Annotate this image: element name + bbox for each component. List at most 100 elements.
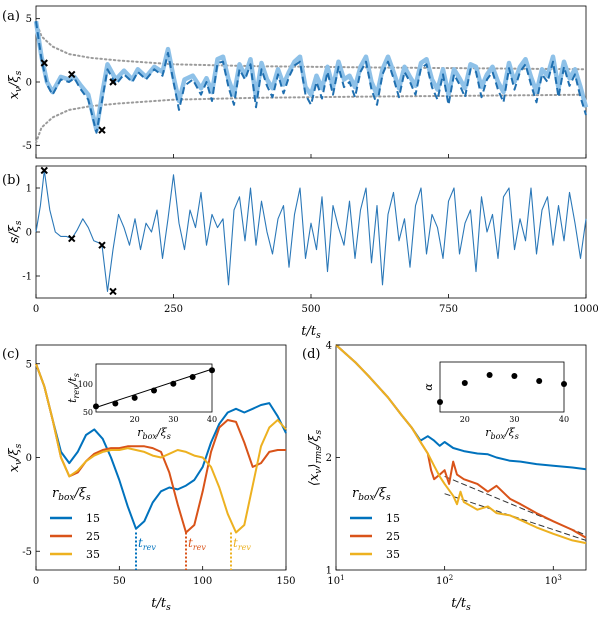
panel-d-label: (d) bbox=[302, 347, 320, 362]
panel-d-plot bbox=[335, 344, 587, 545]
inset-ytick-50: 50 bbox=[83, 408, 93, 417]
legend-label-35: 35 bbox=[386, 548, 400, 561]
inset-xtick-40: 40 bbox=[559, 415, 569, 424]
inset-point-3 bbox=[151, 387, 157, 394]
t-rev-label-35: trev bbox=[233, 536, 251, 552]
inset-point-5 bbox=[561, 381, 567, 387]
inset-xtick-30: 30 bbox=[509, 415, 519, 424]
series-thick-solid bbox=[33, 20, 589, 133]
panel-c-legend-title: rbox/ξs bbox=[52, 486, 91, 503]
panel-d-legend: rbox/ξs 15 25 35 bbox=[350, 486, 400, 561]
panel-a-y-label-5: 5 bbox=[26, 14, 32, 25]
panel-a-marker-1 bbox=[68, 70, 76, 79]
panel-b-yticks: -1 0 1 bbox=[22, 184, 40, 283]
inset-point-4 bbox=[170, 380, 177, 387]
panel-c-x-label-50: 50 bbox=[113, 576, 126, 587]
inset-point-0 bbox=[437, 399, 443, 405]
panel-c-legend: rbox/ξs 15 25 35 bbox=[50, 486, 100, 561]
panel-a-marker-2 bbox=[98, 126, 106, 134]
series-s bbox=[35, 169, 587, 292]
panel-b-y-label-1: 1 bbox=[26, 184, 32, 195]
legend-label-25: 25 bbox=[86, 530, 100, 543]
envelope-upper bbox=[35, 20, 587, 71]
panel-c-xlabel: t/ts bbox=[151, 596, 171, 613]
legend-label-25: 25 bbox=[386, 530, 400, 543]
panel-b-ylabel: s/ξs bbox=[7, 220, 24, 243]
panel-d-yticks: 1 2 4 bbox=[326, 341, 340, 577]
series-35 bbox=[35, 363, 287, 534]
inset-point-0 bbox=[93, 403, 99, 410]
panel-d-x-label-10: 101 bbox=[327, 574, 344, 587]
panel-c-ylabel: xv/ξs bbox=[7, 443, 24, 472]
panel-d-inset-ylabel: α bbox=[422, 383, 435, 391]
inset-ytick-100: 100 bbox=[78, 380, 93, 389]
inset-xtick-20: 20 bbox=[460, 415, 470, 424]
panel-b-marker-3 bbox=[109, 287, 117, 296]
panel-c-y-label-5: 5 bbox=[26, 359, 32, 370]
panel-a-marker-0 bbox=[40, 59, 48, 67]
panel-a-yticks: -5 0 5 bbox=[22, 14, 587, 158]
panel-d-inset-xlabel: rbox/ξs bbox=[485, 426, 519, 441]
panel-b-x-label-500: 500 bbox=[301, 304, 320, 315]
series-15 bbox=[35, 363, 287, 530]
inset-xtick-20: 20 bbox=[130, 415, 140, 424]
panel-a-y-label-0: 0 bbox=[26, 78, 32, 89]
panel-c-xticks: 0 50 100 150 bbox=[33, 566, 296, 587]
panel-d-inset-frame bbox=[439, 361, 565, 413]
panel-d-x-label-1000: 103 bbox=[545, 574, 562, 587]
inset-point-1 bbox=[112, 400, 119, 407]
panel-d-frame bbox=[335, 344, 587, 571]
panel-d: (d) 1 2 4 101 102 103 ⟨xv⟩rms/ξs t/ts rbox/ξ… bbox=[302, 341, 587, 613]
series-dashed bbox=[35, 21, 587, 134]
panel-d-y-label-4: 4 bbox=[326, 341, 332, 352]
panel-a-plot bbox=[33, 20, 589, 144]
series-25 bbox=[335, 344, 587, 539]
panel-a-y-label--5: -5 bbox=[22, 141, 32, 152]
envelope-lower bbox=[35, 93, 587, 144]
panel-b-plot bbox=[35, 166, 587, 296]
panel-c-x-label-150: 150 bbox=[276, 576, 295, 587]
inset-point-6 bbox=[209, 367, 215, 374]
panel-d-ylabel: ⟨xv⟩rms/ξs bbox=[307, 430, 324, 487]
panel-b-y-label--1: -1 bbox=[22, 272, 32, 283]
panel-d-y-label-1: 1 bbox=[326, 566, 332, 577]
series-15 bbox=[335, 344, 587, 471]
panel-a: (a) -5 0 5 xv/ξs bbox=[2, 5, 589, 159]
panel-d-x-label-100: 102 bbox=[436, 574, 453, 587]
panel-d-inset: α rbox/ξs 20 30 40 bbox=[422, 361, 569, 441]
panel-c-yticks: -5 0 5 bbox=[22, 359, 40, 558]
panel-b-marker-0 bbox=[40, 166, 48, 175]
panel-a-ylabel: xv/ξs bbox=[7, 70, 24, 99]
panel-b-y-label-0: 0 bbox=[26, 228, 32, 239]
inset-point-2 bbox=[131, 394, 138, 401]
panel-c-label: (c) bbox=[2, 347, 19, 362]
panel-b-marker-1 bbox=[68, 234, 76, 243]
t-rev-label-15: trev bbox=[138, 536, 156, 552]
panel-b-x-label-250: 250 bbox=[164, 304, 183, 315]
inset-xtick-40: 40 bbox=[207, 415, 217, 424]
panel-b-xlabel: t/ts bbox=[301, 324, 321, 341]
t-rev-label-25: trev bbox=[188, 536, 206, 552]
panel-b: (b) -1 0 1 0 250 500 750 1000 s/ξs t/ts bbox=[2, 165, 598, 341]
panel-c-y-label-0: 0 bbox=[26, 453, 32, 464]
inset-point-4 bbox=[536, 378, 543, 384]
panel-c-inset-xlabel: rbox/ξs bbox=[137, 426, 171, 441]
panel-b-marker-2 bbox=[98, 241, 106, 249]
panel-b-x-label-1000: 1000 bbox=[573, 304, 598, 315]
legend-label-15: 15 bbox=[86, 512, 100, 525]
panel-c-inset-frame bbox=[95, 363, 213, 413]
panel-a-marker-3 bbox=[109, 78, 117, 86]
panel-b-frame bbox=[35, 165, 587, 299]
inset-point-3 bbox=[511, 373, 518, 379]
panel-d-xticks: 101 102 103 bbox=[327, 566, 562, 587]
panel-c-x-label-100: 100 bbox=[193, 576, 212, 587]
panel-d-y-label-2: 2 bbox=[326, 453, 332, 464]
panel-d-legend-title: rbox/ξs bbox=[352, 486, 391, 503]
inset-point-5 bbox=[189, 373, 196, 380]
panel-a-label: (a) bbox=[2, 9, 20, 24]
panel-d-xlabel: t/ts bbox=[451, 596, 471, 613]
inset-xtick-30: 30 bbox=[168, 415, 178, 424]
panel-c: (c) trev trev trev -5 0 5 0 50 100 150 xv/ξs t/… bbox=[2, 344, 296, 613]
